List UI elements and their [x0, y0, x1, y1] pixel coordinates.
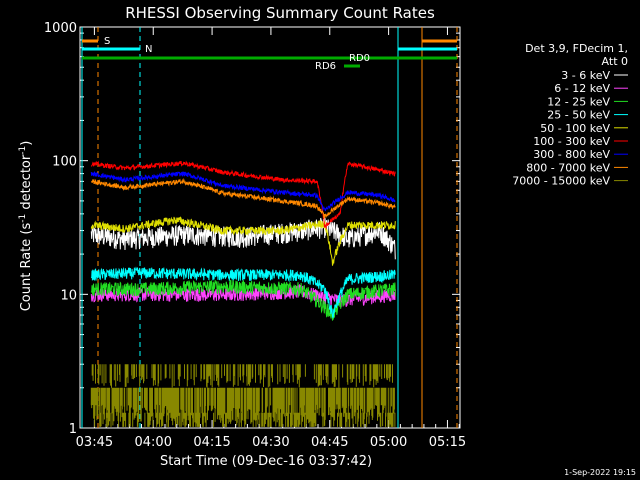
legend-entry: 7000 - 15000 keV: [512, 175, 610, 188]
x-tick-label: 04:45: [311, 435, 348, 450]
legend-header: Det 3,9, FDecim 1,: [525, 42, 628, 55]
saa-label: S: [104, 36, 110, 47]
x-tick-label: 05:00: [370, 435, 407, 450]
y-tick-label: 1: [69, 422, 77, 437]
series-line: [91, 177, 396, 219]
plot-frame: [79, 26, 461, 429]
x-axis-label: Start Time (09-Dec-16 03:37:42): [160, 454, 372, 469]
legend-entry: 50 - 100 keV: [540, 122, 610, 135]
x-tick-label: 04:30: [252, 435, 289, 450]
marker-lines: S N RD0 RD6: [81, 27, 458, 428]
y-axis-label-end: ): [19, 141, 34, 146]
y-axis-label-main: Count Rate (s: [19, 223, 34, 312]
legend-entry: 25 - 50 keV: [547, 109, 610, 122]
legend-header: Att 0: [602, 55, 628, 68]
legend-entry: 12 - 25 keV: [547, 95, 610, 108]
legend-entry: 100 - 300 keV: [533, 135, 610, 148]
x-tick-label: 04:15: [193, 435, 230, 450]
x-tick-label: 05:15: [429, 435, 466, 450]
x-tick-label: 04:00: [135, 435, 172, 450]
y-axis-label-mid: detector: [19, 154, 34, 214]
series-line: [90, 279, 396, 321]
y-axis-label-exp2: -1: [18, 146, 28, 155]
series-line: [90, 216, 396, 266]
x-tick-label: 03:45: [76, 435, 113, 450]
chart-title: RHESSI Observing Summary Count Rates: [125, 4, 435, 22]
legend-entry: 6 - 12 keV: [554, 82, 610, 95]
legend-entry: 3 - 6 keV: [561, 69, 610, 82]
y-tick-label: 10: [60, 288, 77, 303]
x-axis: 03:45 04:00 04:15 04:30 04:45 05:00 05:15: [76, 27, 466, 450]
legend-entry: 300 - 800 keV: [533, 148, 610, 161]
y-tick-label: 100: [52, 155, 77, 170]
series-lines: [90, 160, 396, 427]
series-line: [90, 171, 396, 212]
footer-timestamp: 1-Sep-2022 19:15: [564, 468, 636, 477]
rd0-label: RD0: [349, 53, 370, 64]
series-line: [90, 364, 396, 427]
legend-entry: 800 - 7000 keV: [526, 161, 610, 174]
series-line: [90, 266, 396, 319]
series-line: [90, 160, 396, 230]
y-axis-label: Count Rate (s-1 detector-1): [18, 141, 34, 312]
y-tick-label: 1000: [44, 21, 77, 36]
y-axis-label-exp1: -1: [18, 214, 28, 223]
rd6-label: RD6: [315, 61, 336, 72]
y-axis: 1 10 100 1000: [44, 21, 460, 437]
series-line: [90, 216, 396, 260]
night-label: N: [145, 44, 152, 55]
